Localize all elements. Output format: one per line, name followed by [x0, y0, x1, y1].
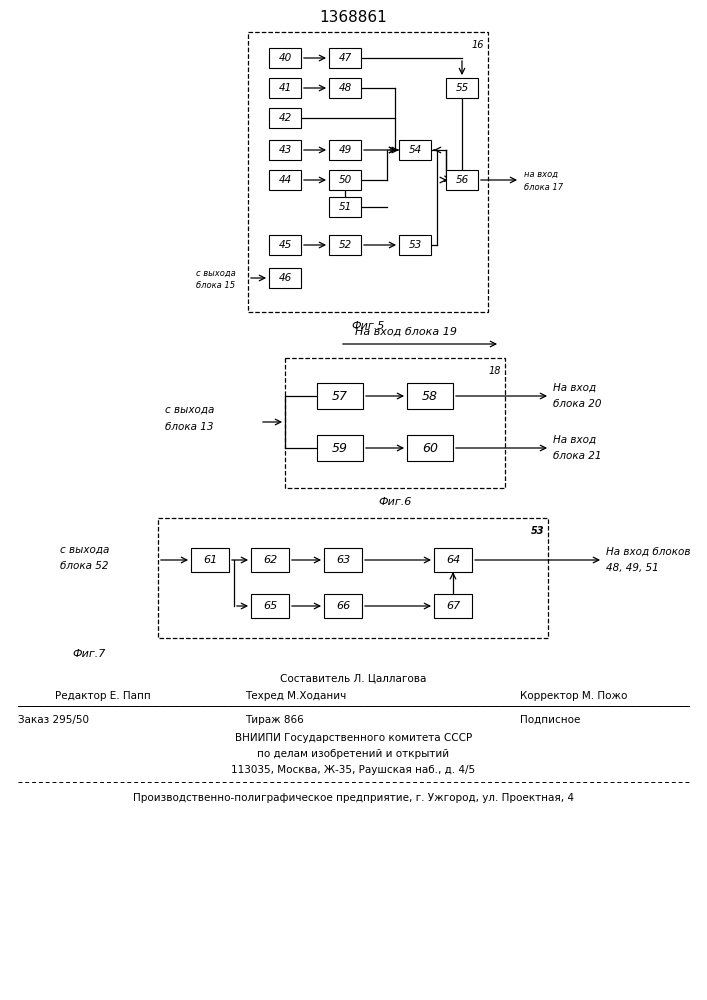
- Bar: [269, 78, 301, 98]
- Text: 42: 42: [279, 113, 291, 123]
- Text: 57: 57: [332, 389, 348, 402]
- Bar: [399, 140, 431, 160]
- Text: 66: 66: [336, 601, 350, 611]
- Text: 51: 51: [339, 202, 351, 212]
- Text: с выхода: с выхода: [165, 405, 214, 415]
- Bar: [329, 48, 361, 68]
- Bar: [269, 235, 301, 255]
- Bar: [329, 140, 361, 160]
- Text: 53: 53: [409, 240, 421, 250]
- Text: ВНИИПИ Государственного комитета СССР: ВНИИПИ Государственного комитета СССР: [235, 733, 472, 743]
- Text: 46: 46: [279, 273, 291, 283]
- Text: 53: 53: [530, 526, 544, 536]
- Text: блока 13: блока 13: [165, 422, 214, 432]
- Bar: [324, 548, 362, 572]
- Text: с выхода: с выхода: [196, 268, 235, 277]
- Text: 44: 44: [279, 175, 291, 185]
- Text: 40: 40: [279, 53, 291, 63]
- Bar: [269, 48, 301, 68]
- Bar: [269, 140, 301, 160]
- Text: 61: 61: [203, 555, 217, 565]
- Bar: [251, 594, 289, 618]
- Text: 59: 59: [332, 442, 348, 454]
- Text: 63: 63: [336, 555, 350, 565]
- Text: 49: 49: [339, 145, 351, 155]
- Text: Заказ 295/50: Заказ 295/50: [18, 715, 89, 725]
- Bar: [434, 594, 472, 618]
- Text: Фиг.5: Фиг.5: [351, 321, 385, 331]
- Bar: [446, 170, 478, 190]
- Text: На вход блока 19: На вход блока 19: [355, 327, 457, 337]
- Text: 62: 62: [263, 555, 277, 565]
- Bar: [269, 108, 301, 128]
- Bar: [285, 358, 505, 488]
- Text: 16: 16: [472, 40, 484, 50]
- Text: 50: 50: [339, 175, 351, 185]
- Text: Производственно-полиграфическое предприятие, г. Ужгород, ул. Проектная, 4: Производственно-полиграфическое предприя…: [133, 793, 574, 803]
- Text: Подписное: Подписное: [520, 715, 580, 725]
- Text: Фиг.7: Фиг.7: [72, 649, 105, 659]
- Bar: [269, 170, 301, 190]
- Text: 60: 60: [422, 442, 438, 454]
- Text: Составитель Л. Цаллагова: Составитель Л. Цаллагова: [280, 673, 427, 683]
- Text: с выхода: с выхода: [60, 545, 110, 555]
- Text: На вход блоков: На вход блоков: [606, 547, 691, 557]
- Bar: [329, 78, 361, 98]
- Text: Корректор М. Пожо: Корректор М. Пожо: [520, 691, 627, 701]
- Text: На вход: На вход: [553, 383, 596, 393]
- Bar: [399, 235, 431, 255]
- Bar: [407, 383, 453, 409]
- Text: 55: 55: [455, 83, 469, 93]
- Text: блока 15: блока 15: [196, 280, 235, 290]
- Text: На вход: На вход: [553, 435, 596, 445]
- Bar: [324, 594, 362, 618]
- Text: на вход: на вход: [524, 169, 558, 178]
- Text: 47: 47: [339, 53, 351, 63]
- Bar: [248, 32, 488, 312]
- Bar: [407, 435, 453, 461]
- Text: блока 21: блока 21: [553, 451, 602, 461]
- Text: Техред М.Ходанич: Техред М.Ходанич: [245, 691, 346, 701]
- Bar: [251, 548, 289, 572]
- Text: блока 17: блока 17: [524, 184, 563, 192]
- Text: 67: 67: [446, 601, 460, 611]
- Bar: [317, 435, 363, 461]
- Bar: [317, 383, 363, 409]
- Text: 18: 18: [489, 366, 501, 376]
- Text: 52: 52: [339, 240, 351, 250]
- Bar: [329, 170, 361, 190]
- Text: блока 52: блока 52: [60, 561, 108, 571]
- Text: 48, 49, 51: 48, 49, 51: [606, 563, 659, 573]
- Bar: [329, 197, 361, 217]
- Text: 45: 45: [279, 240, 291, 250]
- Text: Редактор Е. Папп: Редактор Е. Папп: [55, 691, 151, 701]
- Bar: [158, 518, 548, 638]
- Bar: [329, 235, 361, 255]
- Bar: [269, 268, 301, 288]
- Text: 58: 58: [422, 389, 438, 402]
- Text: блока 20: блока 20: [553, 399, 602, 409]
- Text: 43: 43: [279, 145, 291, 155]
- Bar: [191, 548, 229, 572]
- Text: Фиг.6: Фиг.6: [378, 497, 411, 507]
- Text: 1368861: 1368861: [320, 10, 387, 25]
- Text: 113035, Москва, Ж-35, Раушская наб., д. 4/5: 113035, Москва, Ж-35, Раушская наб., д. …: [231, 765, 476, 775]
- Text: 48: 48: [339, 83, 351, 93]
- Text: 56: 56: [455, 175, 469, 185]
- Text: по делам изобретений и открытий: по делам изобретений и открытий: [257, 749, 450, 759]
- Text: 65: 65: [263, 601, 277, 611]
- Text: 64: 64: [446, 555, 460, 565]
- Bar: [434, 548, 472, 572]
- Text: 54: 54: [409, 145, 421, 155]
- Text: 41: 41: [279, 83, 291, 93]
- Bar: [446, 78, 478, 98]
- Text: Тираж 866: Тираж 866: [245, 715, 304, 725]
